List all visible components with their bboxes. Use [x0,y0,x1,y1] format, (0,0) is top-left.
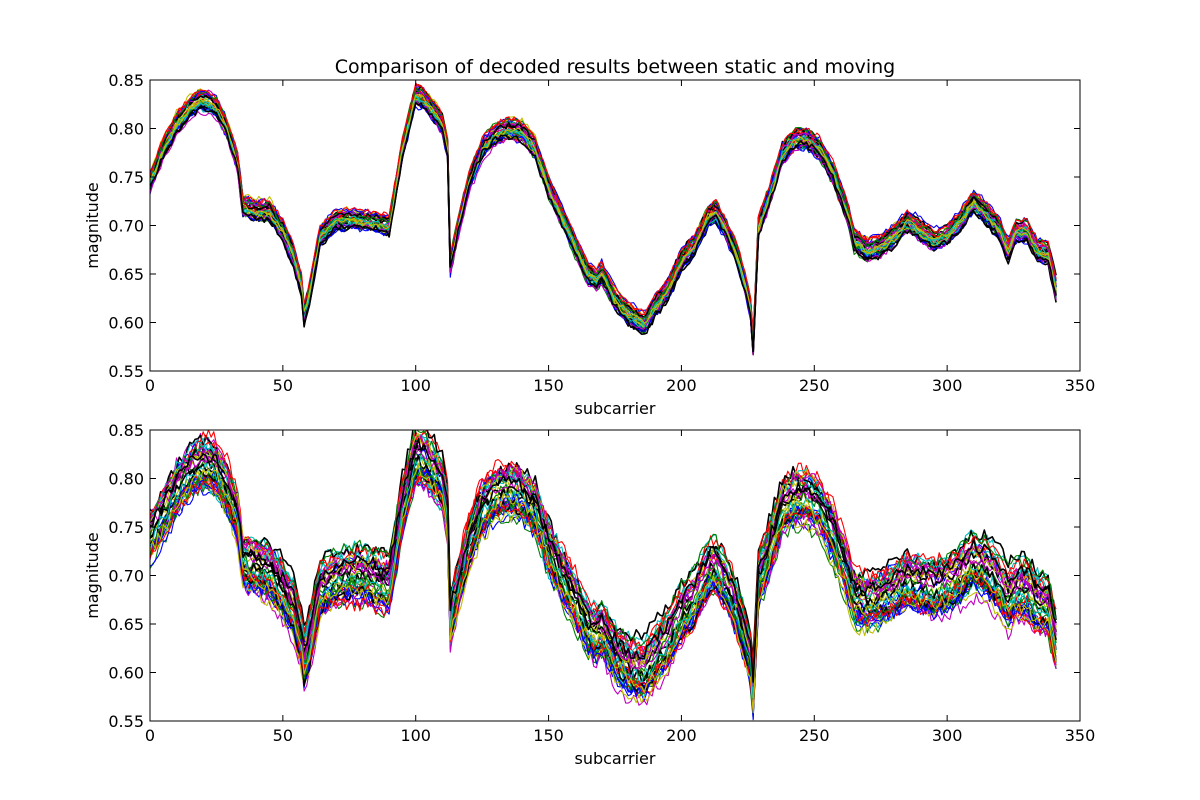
y-tick-label: 0.70 [108,567,144,586]
y-tick-label: 0.85 [108,71,144,90]
x-tick-label: 200 [666,376,697,395]
series-lines [150,430,1057,721]
x-tick-label: 50 [273,726,293,745]
y-tick-label: 0.65 [108,265,144,284]
y-tick-label: 0.80 [108,120,144,139]
x-tick-label: 300 [932,376,963,395]
x-tick-label: 100 [400,726,431,745]
x-axis-label: subcarrier [575,399,656,418]
y-tick-label: 0.60 [108,664,144,683]
y-tick-label: 0.65 [108,615,144,634]
x-tick-label: 150 [533,726,564,745]
chart-title: Comparison of decoded results between st… [335,56,895,78]
x-tick-label: 350 [1065,376,1096,395]
series-line-42 [150,102,1057,353]
x-tick-label: 0 [145,726,155,745]
bottom-plot-moving: 0 50 100 150 200 250 300 350 0.55 0.60 0.65 0.70 0.7… [83,421,1096,768]
y-tick-label: 0.60 [108,314,144,333]
series-line-24 [150,430,1057,666]
y-tick-label: 0.85 [108,421,144,440]
y-tick-label: 0.75 [108,168,144,187]
y-tick-label: 0.55 [108,712,144,731]
series-line-41 [150,94,1057,348]
y-axis-label: magnitude [83,532,102,619]
series-line-36 [150,467,1057,712]
series-line-36 [150,88,1057,337]
x-tick-label: 250 [799,726,830,745]
series-lines [150,82,1057,356]
x-axis-label: subcarrier [575,749,656,768]
y-tick-label: 0.75 [108,518,144,537]
y-tick-label: 0.55 [108,362,144,381]
y-tick-label: 0.80 [108,470,144,489]
series-line-42 [150,437,1057,683]
y-tick-label: 0.70 [108,217,144,236]
series-line-41 [150,464,1057,714]
x-tick-label: 0 [145,376,155,395]
series-line-38 [150,82,1057,333]
x-tick-label: 350 [1065,726,1096,745]
series-line-40 [150,100,1057,356]
x-tick-label: 100 [400,376,431,395]
series-line-37 [150,87,1057,338]
x-tick-label: 50 [273,376,293,395]
x-tick-label: 250 [799,376,830,395]
x-tick-label: 300 [932,726,963,745]
top-plot-static: 0 50 100 150 200 250 300 350 0.55 0.60 0.65 0.70 0.7… [83,71,1095,418]
y-axis-label: magnitude [83,182,102,269]
x-tick-label: 150 [533,376,564,395]
x-tick-label: 200 [666,726,697,745]
series-line-38 [150,476,1057,712]
